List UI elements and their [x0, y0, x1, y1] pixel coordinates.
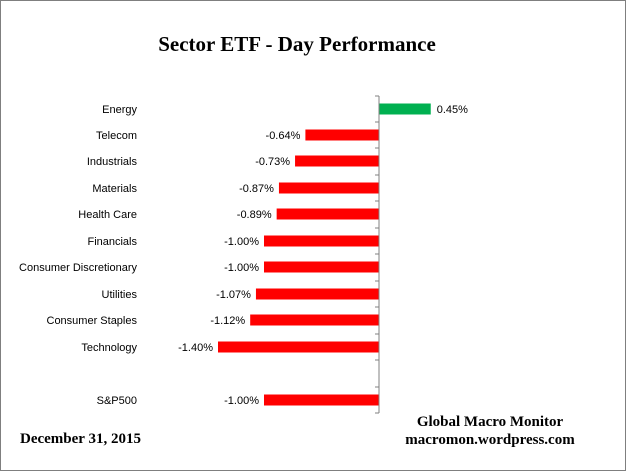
data-label-telecom: -0.64%	[266, 130, 301, 142]
data-label-consumer-discretionary: -1.00%	[224, 262, 259, 274]
data-label-energy: 0.45%	[437, 104, 468, 116]
source-credit: Global Macro Monitor macromon.wordpress.…	[380, 413, 600, 449]
bar-telecom	[305, 129, 379, 141]
category-label-health-care: Health Care	[78, 209, 137, 221]
category-label-technology: Technology	[81, 342, 137, 354]
data-label-industrials: -0.73%	[255, 156, 290, 168]
category-label-telecom: Telecom	[96, 130, 137, 142]
category-label-materials: Materials	[92, 183, 137, 195]
bar-consumer-discretionary	[264, 261, 379, 273]
bar-energy	[379, 103, 431, 115]
bar-financials	[264, 235, 379, 247]
bar-consumer-staples	[250, 314, 379, 326]
category-label-consumer-discretionary: Consumer Discretionary	[19, 262, 137, 274]
source-url: macromon.wordpress.com	[405, 432, 575, 448]
category-label-energy: Energy	[102, 104, 137, 116]
bar-s-p500	[264, 394, 379, 406]
category-label-s-p500: S&P500	[97, 395, 137, 407]
data-label-consumer-staples: -1.12%	[210, 315, 245, 327]
data-label-technology: -1.40%	[178, 342, 213, 354]
bar-industrials	[295, 155, 379, 167]
chart-date: December 31, 2015	[20, 431, 141, 447]
category-label-financials: Financials	[87, 236, 137, 248]
data-label-health-care: -0.89%	[237, 209, 272, 221]
data-label-utilities: -1.07%	[216, 289, 251, 301]
bar-technology	[218, 341, 379, 353]
category-label-utilities: Utilities	[102, 289, 138, 301]
bar-materials	[278, 182, 379, 194]
data-label-s-p500: -1.00%	[224, 395, 259, 407]
category-label-industrials: Industrials	[87, 156, 138, 168]
data-label-financials: -1.00%	[224, 236, 259, 248]
source-name: Global Macro Monitor	[416, 414, 564, 430]
bar-utilities	[255, 288, 379, 300]
bar-health-care	[276, 208, 379, 220]
chart-title: Sector ETF - Day Performance	[158, 32, 436, 56]
category-label-consumer-staples: Consumer Staples	[47, 315, 138, 327]
data-label-materials: -0.87%	[239, 183, 274, 195]
